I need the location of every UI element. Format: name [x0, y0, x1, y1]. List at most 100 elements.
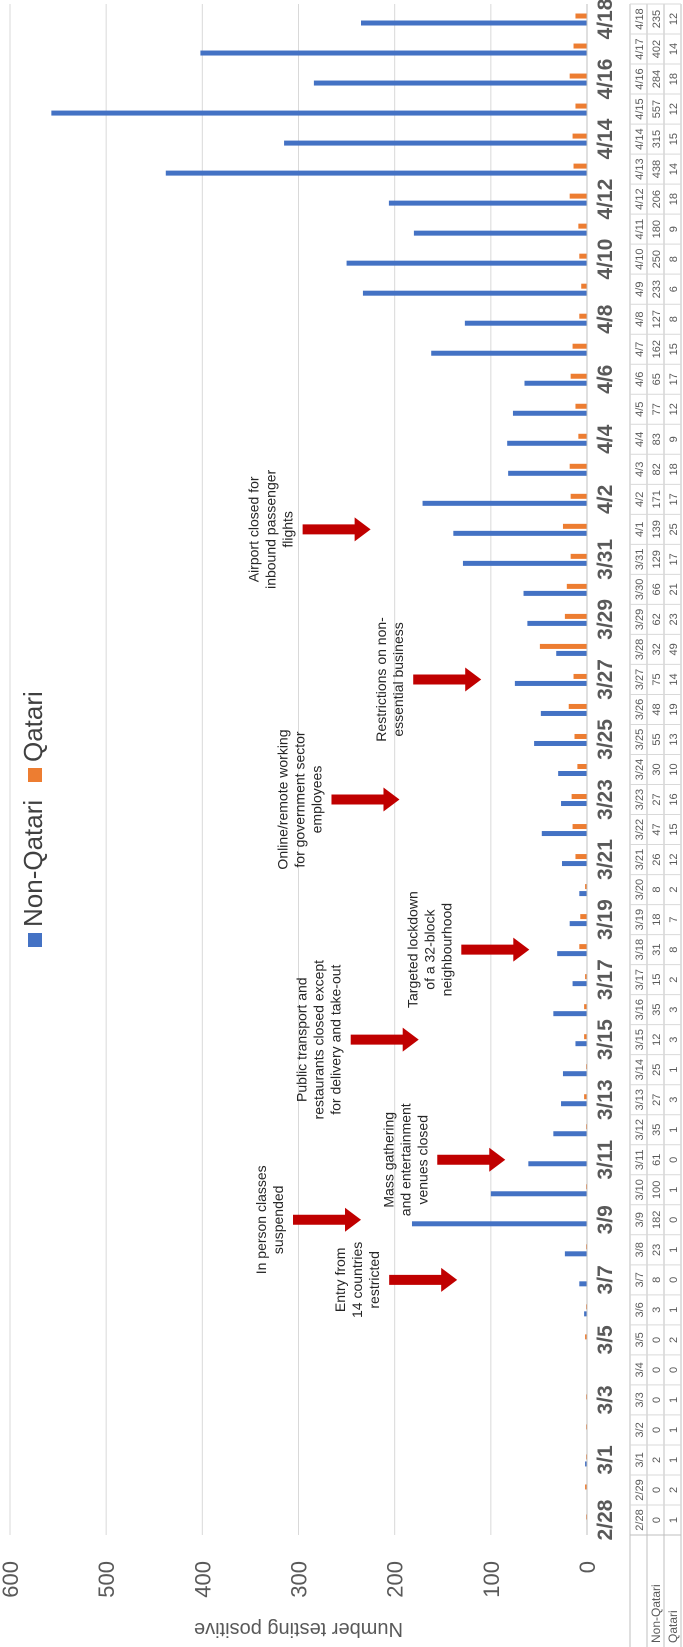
x-tick-label: 4/6 [594, 365, 617, 394]
table-cell: 402 [651, 40, 663, 58]
x-tick-label: 4/10 [594, 239, 617, 280]
table-header-cell: 3/12 [634, 1119, 646, 1140]
table-cell: 6 [668, 286, 680, 292]
annotation-arrow [389, 1267, 458, 1292]
table-cell: 10 [668, 763, 680, 775]
table-cell: 12 [668, 13, 680, 25]
table-cell: 49 [668, 643, 680, 655]
bar-qatari [575, 13, 588, 19]
bar-non-qatari [524, 380, 587, 386]
bar-non-qatari [362, 290, 587, 296]
x-tick-label: 3/23 [594, 779, 617, 820]
bar-qatari [539, 643, 588, 649]
table-cell: 17 [668, 553, 680, 565]
y-tick-label: 200 [383, 1561, 408, 1598]
table-cell: 65 [651, 373, 663, 385]
bar-qatari [572, 824, 588, 830]
legend-label: Non-Qatari [18, 800, 48, 927]
y-tick-label: 100 [479, 1561, 504, 1598]
table-header-cell: 3/22 [634, 819, 646, 840]
table-row-label: Qatari [666, 1610, 680, 1643]
table-cell: 18 [651, 913, 663, 925]
annotation-arrow [350, 1027, 419, 1052]
table-cell: 0 [668, 1157, 680, 1163]
annotation-text: inbound passenger [263, 469, 279, 588]
bar-qatari [584, 1094, 587, 1100]
annotation-text: employees [308, 766, 324, 834]
annotation-text: Online/remote working [274, 729, 290, 869]
bar-non-qatari [558, 771, 588, 776]
table-cell: 0 [651, 1367, 663, 1373]
bar-qatari [580, 914, 587, 920]
table-cell: 0 [651, 1397, 663, 1403]
bar-non-qatari [561, 801, 587, 807]
bar-qatari [571, 794, 588, 800]
bar-qatari [572, 133, 588, 139]
legend-swatch [28, 933, 42, 947]
x-tick-label: 3/1 [594, 1445, 617, 1475]
bar-non-qatari [462, 560, 588, 566]
table-cell: 1 [668, 1247, 680, 1253]
table-cell: 77 [651, 403, 663, 415]
bar-non-qatari [523, 590, 588, 596]
bar-non-qatari [346, 260, 588, 266]
annotation-arrow [413, 667, 482, 692]
bar-non-qatari [557, 951, 588, 957]
table-header-cell: 3/18 [634, 939, 646, 960]
legend-label: Qatari [18, 691, 48, 762]
annotation-text: flights [280, 511, 296, 548]
annotation-text: Airport closed for [246, 476, 262, 582]
table-cell: 8 [668, 947, 680, 953]
table-cell: 8 [668, 316, 680, 322]
table-cell: 25 [651, 1064, 663, 1076]
bar-qatari [581, 283, 587, 289]
bar-qatari [569, 73, 588, 79]
bar-non-qatari [534, 740, 588, 746]
table-cell: 21 [668, 583, 680, 595]
table-cell: 15 [668, 343, 680, 355]
table-cell: 82 [651, 463, 663, 475]
table-cell: 17 [668, 373, 680, 385]
bar-non-qatari [561, 861, 587, 867]
legend-swatch [28, 768, 42, 782]
bar-qatari [579, 253, 587, 259]
bar-non-qatari [541, 831, 588, 837]
table-header-cell: 4/16 [634, 68, 646, 89]
table-cell: 1 [668, 1397, 680, 1403]
table-cell: 31 [651, 943, 663, 955]
table-cell: 47 [651, 823, 663, 835]
bar-non-qatari [528, 1161, 587, 1167]
table-header-cell: 4/8 [634, 312, 646, 327]
table-header-cell: 4/10 [634, 248, 646, 269]
y-tick-label: 500 [94, 1561, 119, 1598]
table-cell: 438 [651, 160, 663, 178]
table-cell: 83 [651, 433, 663, 445]
table-header-cell: 4/11 [634, 219, 646, 240]
bar-non-qatari [561, 1101, 587, 1107]
table-cell: 18 [668, 463, 680, 475]
annotation-text: of a 32-block [421, 909, 437, 990]
table-cell: 9 [668, 436, 680, 442]
bar-qatari [573, 43, 588, 49]
table-header-cell: 4/5 [634, 402, 646, 417]
x-tick-label: 3/17 [594, 959, 617, 1000]
bar-non-qatari [388, 200, 587, 206]
table-cell: 3 [668, 1097, 680, 1103]
table-cell: 2 [668, 887, 680, 893]
table-cell: 48 [651, 703, 663, 715]
bar-qatari [570, 553, 588, 559]
bar-qatari [584, 1004, 587, 1010]
x-tick-label: 3/21 [594, 839, 617, 880]
bar-non-qatari [527, 620, 587, 626]
annotation-text: essential business [390, 622, 406, 736]
table-cell: 284 [651, 70, 663, 88]
table-cell: 23 [651, 1244, 663, 1256]
table-header-cell: 3/7 [634, 1272, 646, 1287]
bar-qatari [579, 313, 587, 319]
x-tick-label: 3/15 [594, 1019, 617, 1060]
x-tick-label: 3/31 [594, 539, 617, 580]
y-tick-label: 400 [190, 1561, 215, 1598]
table-cell: 162 [651, 340, 663, 358]
bar-non-qatari [569, 921, 588, 927]
annotation-text: and entertainment [397, 1103, 413, 1216]
